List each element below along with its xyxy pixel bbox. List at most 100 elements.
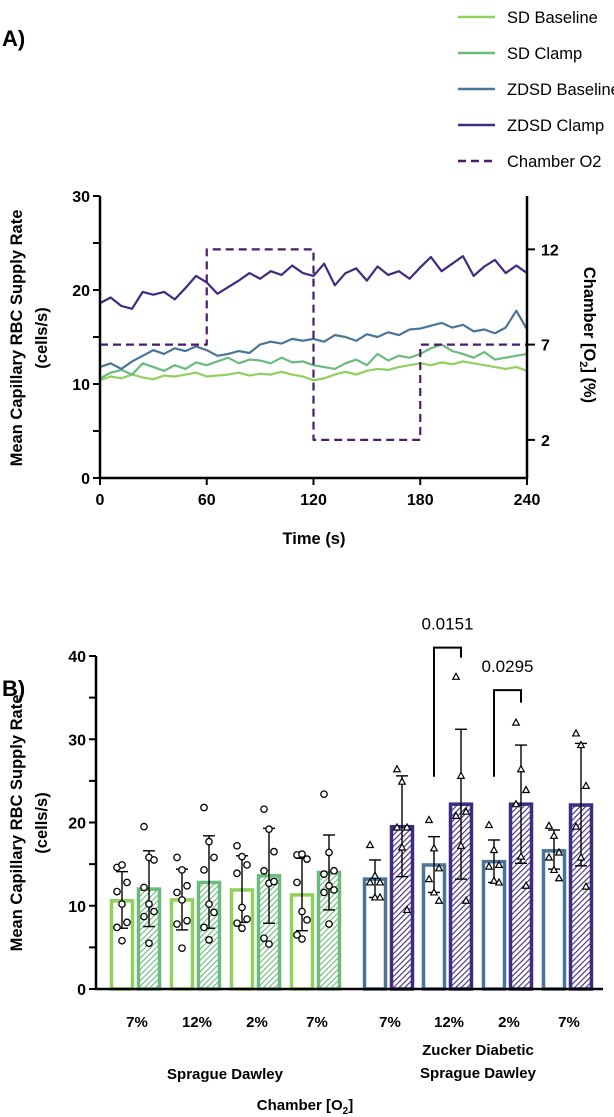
group-label-sd: Sprague Dawley bbox=[167, 1066, 284, 1083]
data-point bbox=[293, 931, 301, 939]
data-point bbox=[200, 803, 208, 812]
x-tick-label: 0 bbox=[96, 492, 105, 509]
x-tick-label: 7% bbox=[126, 1014, 148, 1031]
data-point bbox=[233, 841, 241, 850]
data-point bbox=[238, 924, 246, 933]
data-point bbox=[516, 764, 526, 773]
y2-tick-label: 7 bbox=[541, 338, 550, 355]
legend-label: Chamber O2 bbox=[507, 153, 601, 171]
data-point bbox=[183, 916, 191, 925]
data-point bbox=[145, 900, 153, 908]
data-point bbox=[200, 923, 208, 932]
data-point bbox=[303, 916, 311, 924]
data-point bbox=[330, 866, 338, 875]
panel-a-y-title: Mean Capillary RBC Supply Rate bbox=[8, 210, 26, 467]
data-point bbox=[549, 831, 559, 839]
data-point bbox=[238, 903, 246, 912]
data-point bbox=[375, 892, 385, 901]
data-point bbox=[494, 877, 504, 886]
panel-a-y2-title: Chamber [O2] (%) bbox=[577, 267, 598, 403]
y-tick-label: 20 bbox=[68, 816, 86, 833]
data-point bbox=[489, 876, 499, 884]
data-point bbox=[298, 850, 306, 858]
p-value-label: 0.0295 bbox=[482, 657, 534, 676]
panel-a-plot: 0 10 20 30 0 60 120 180 240 2 7 12 bbox=[72, 189, 559, 509]
data-point bbox=[140, 912, 148, 921]
legend-label: SD Clamp bbox=[507, 45, 582, 63]
y-tick-label: 30 bbox=[72, 189, 90, 206]
data-point bbox=[118, 900, 126, 908]
data-point bbox=[571, 728, 581, 737]
data-point bbox=[397, 776, 407, 785]
panel-a-y-units: (cells/s) bbox=[33, 307, 51, 368]
data-point bbox=[434, 896, 444, 904]
data-point bbox=[451, 811, 461, 819]
x-tick-label: 12% bbox=[434, 1014, 464, 1031]
data-point bbox=[270, 877, 278, 886]
x-tick-label: 180 bbox=[407, 492, 434, 509]
y-tick-label: 0 bbox=[81, 471, 90, 488]
data-point bbox=[325, 920, 333, 928]
series-line-chamber-o2 bbox=[100, 248, 527, 441]
data-point bbox=[511, 717, 521, 726]
data-point bbox=[320, 870, 328, 878]
data-point bbox=[576, 740, 586, 749]
data-point bbox=[260, 934, 268, 943]
legend-label: ZDSD Clamp bbox=[507, 117, 604, 135]
x-tick-label: 2% bbox=[498, 1014, 520, 1031]
data-point bbox=[210, 853, 218, 862]
data-point bbox=[581, 781, 591, 789]
significance-bracket bbox=[493, 689, 522, 777]
data-point bbox=[150, 907, 158, 916]
data-point bbox=[183, 881, 191, 890]
data-point bbox=[511, 799, 521, 808]
y2-title-main: Chamber [O bbox=[580, 267, 598, 362]
legend-label: SD Baseline bbox=[507, 9, 598, 27]
data-point bbox=[173, 853, 181, 862]
panel-a-x-title: Time (s) bbox=[283, 530, 346, 548]
data-point bbox=[233, 919, 241, 928]
y-tick-label: 10 bbox=[72, 377, 90, 394]
panel-b-plot: 0 10 20 30 40 7% 12% 2% 7% 7% 12% 2% 7% 0.0151 0.0295 bbox=[68, 615, 603, 1031]
data-point bbox=[123, 878, 131, 887]
data-point bbox=[123, 918, 131, 927]
data-point bbox=[429, 843, 439, 852]
data-point bbox=[205, 837, 213, 846]
data-point bbox=[113, 923, 121, 932]
y2-title-sub: 2 bbox=[577, 361, 589, 367]
data-point bbox=[370, 892, 380, 901]
x-title-sub: 2 bbox=[343, 1106, 349, 1117]
p-value-label: 0.0151 bbox=[422, 615, 474, 634]
y-tick-label: 20 bbox=[72, 283, 90, 300]
data-point bbox=[544, 821, 554, 829]
data-point bbox=[484, 820, 494, 829]
data-point bbox=[365, 877, 375, 886]
group-label-zdsd-line2: Sprague Dawley bbox=[420, 1065, 537, 1082]
x-title-end: ] bbox=[348, 1097, 353, 1114]
y-tick-label: 10 bbox=[68, 899, 86, 916]
data-point bbox=[330, 886, 338, 894]
data-point bbox=[392, 764, 402, 773]
x-tick-label: 7% bbox=[379, 1014, 401, 1031]
x-tick-label: 7% bbox=[306, 1014, 328, 1031]
data-point bbox=[554, 873, 564, 882]
data-point bbox=[303, 855, 311, 863]
data-point bbox=[402, 905, 412, 914]
y-tick-label: 30 bbox=[68, 732, 86, 749]
data-point bbox=[456, 841, 466, 849]
data-point bbox=[521, 881, 531, 889]
data-point bbox=[549, 865, 559, 874]
data-point bbox=[298, 907, 306, 916]
panel-b-x-title: Chamber [O2] bbox=[257, 1097, 353, 1117]
data-point bbox=[140, 883, 148, 892]
data-point bbox=[238, 852, 246, 861]
significance-bracket bbox=[433, 646, 462, 777]
data-point bbox=[243, 861, 251, 869]
data-point bbox=[424, 874, 434, 883]
data-point bbox=[516, 851, 526, 860]
data-point bbox=[576, 852, 586, 861]
x-title-main: Chamber [O bbox=[257, 1097, 343, 1114]
data-point bbox=[325, 848, 333, 857]
data-point bbox=[210, 908, 218, 917]
